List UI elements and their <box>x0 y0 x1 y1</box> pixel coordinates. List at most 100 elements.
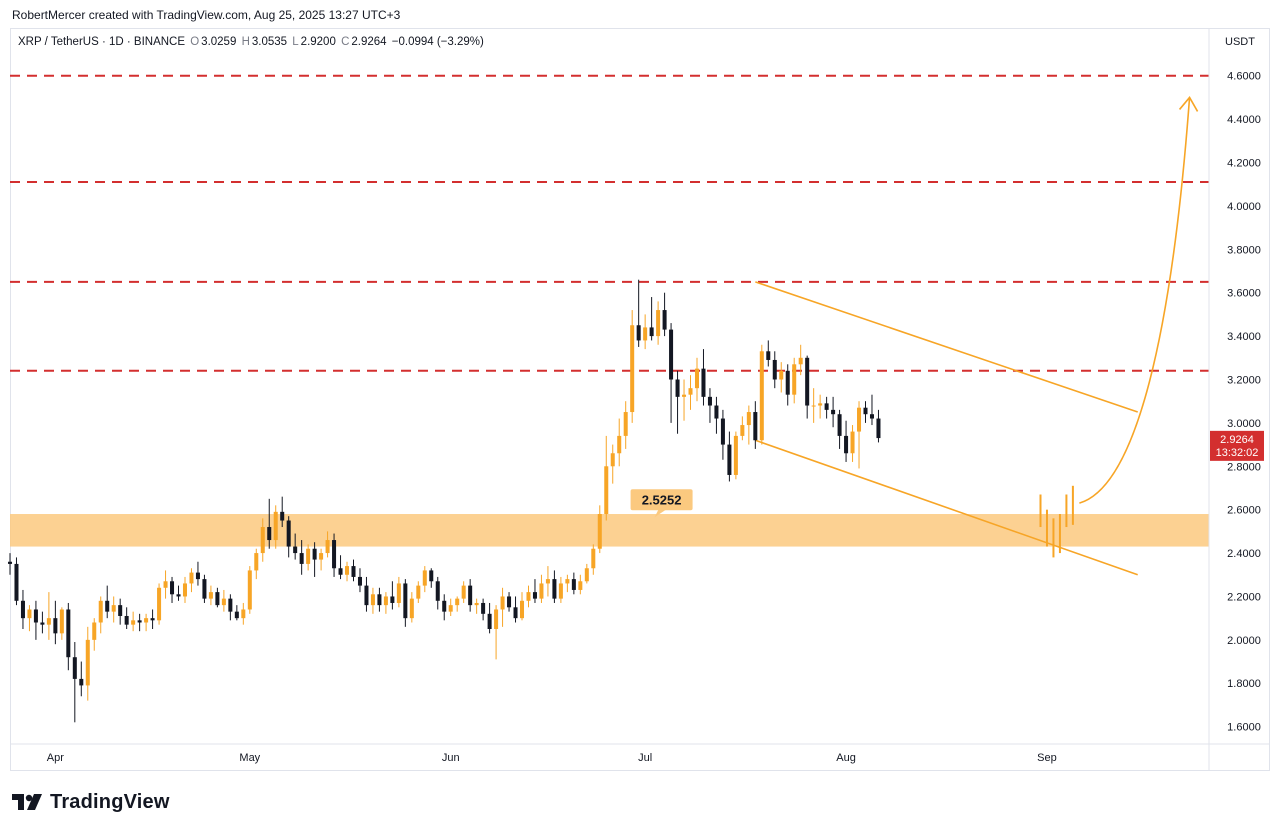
candle <box>565 574 570 593</box>
open-value: 3.0259 <box>201 36 237 48</box>
candle-body <box>818 403 823 406</box>
candle <box>221 589 226 612</box>
candle-body <box>254 553 259 571</box>
x-tick-label: Sep <box>1037 752 1057 764</box>
candle-body <box>513 607 518 619</box>
candle-body <box>98 600 103 623</box>
candle-body <box>455 598 460 606</box>
candle <box>247 566 252 614</box>
candle <box>850 425 855 462</box>
candle <box>312 542 317 577</box>
candle <box>869 394 874 426</box>
candle <box>429 568 434 588</box>
candle-body <box>578 581 583 590</box>
brand-name: TradingView <box>50 790 170 813</box>
candle <box>740 416 745 441</box>
y-tick-label: 3.0000 <box>1227 418 1261 430</box>
symbol-title[interactable]: XRP / TetherUS · 1D · BINANCE <box>18 36 186 48</box>
channel-line-1 <box>755 281 1138 413</box>
candle <box>208 585 213 606</box>
candle <box>597 505 602 554</box>
y-tick-label: 4.0000 <box>1227 201 1261 213</box>
candle-body <box>571 579 576 590</box>
close-label: C <box>341 36 350 48</box>
candle-body <box>500 596 505 610</box>
candle-body <box>150 618 155 621</box>
candle-body <box>623 412 628 436</box>
candle-body <box>383 596 388 606</box>
candle <box>558 576 563 603</box>
candle <box>422 566 427 593</box>
candle <box>7 553 13 575</box>
candle <box>759 344 764 445</box>
candle <box>92 618 97 651</box>
candle <box>798 344 803 376</box>
candle <box>863 401 868 423</box>
candle <box>831 396 836 428</box>
chart-frame[interactable] <box>10 28 1270 771</box>
candle-body <box>481 602 486 614</box>
candle-body <box>345 566 350 575</box>
candle <box>448 598 453 616</box>
candle <box>507 592 512 612</box>
candle-body <box>364 585 369 606</box>
candle-body <box>772 359 777 380</box>
candle <box>526 585 531 608</box>
candle <box>46 592 51 640</box>
candle-body <box>474 602 479 606</box>
candle-body <box>40 622 45 625</box>
candle <box>474 598 479 614</box>
zone-label-box <box>630 489 693 511</box>
candle <box>306 544 311 571</box>
candle-body <box>435 581 440 601</box>
candle-body <box>377 594 382 606</box>
chart-credit: RobertMercer created with TradingView.co… <box>12 8 401 22</box>
candle-body <box>111 605 116 612</box>
candle-body <box>85 639 90 686</box>
candle <box>170 576 175 603</box>
high-value: 3.0535 <box>251 36 288 48</box>
candle-body <box>312 548 317 560</box>
candle <box>805 355 810 419</box>
candle <box>137 613 142 632</box>
candle-body <box>131 620 136 625</box>
candle-body <box>228 598 233 612</box>
candle <box>714 396 719 434</box>
candle-body <box>630 325 635 413</box>
low-label: L <box>292 36 299 48</box>
candle-body <box>688 388 693 395</box>
candle-body <box>649 327 654 337</box>
candle <box>539 574 544 603</box>
candle <box>273 505 278 549</box>
candle-body <box>617 435 622 454</box>
candle <box>260 518 265 562</box>
candle <box>202 574 207 603</box>
candle <box>545 566 550 597</box>
y-tick-label: 4.6000 <box>1227 71 1261 83</box>
candle-body <box>332 540 337 569</box>
candle <box>254 548 259 580</box>
candle-body <box>409 598 414 619</box>
candle-body <box>280 511 285 521</box>
candle <box>105 585 110 619</box>
candle-body <box>558 583 563 599</box>
candle-body <box>247 570 252 610</box>
candle-body <box>610 453 615 467</box>
candle-body <box>701 368 706 397</box>
candle-body <box>396 583 401 603</box>
candle <box>40 611 45 634</box>
y-tick-label: 1.8000 <box>1227 678 1261 690</box>
candle-body <box>591 548 596 569</box>
candle <box>623 401 628 449</box>
candle <box>487 602 492 634</box>
candle <box>636 279 641 347</box>
candle-body <box>422 570 427 586</box>
candle <box>500 587 505 627</box>
candle <box>118 598 123 625</box>
currency-label[interactable]: USDT <box>1225 36 1255 48</box>
candle-body <box>79 678 84 686</box>
candle-body <box>105 600 110 612</box>
candle <box>746 405 751 445</box>
candle <box>604 435 609 521</box>
